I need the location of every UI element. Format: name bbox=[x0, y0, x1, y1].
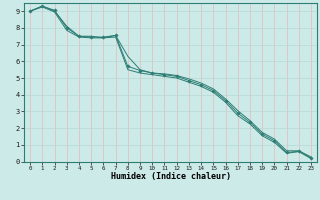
X-axis label: Humidex (Indice chaleur): Humidex (Indice chaleur) bbox=[111, 172, 231, 181]
